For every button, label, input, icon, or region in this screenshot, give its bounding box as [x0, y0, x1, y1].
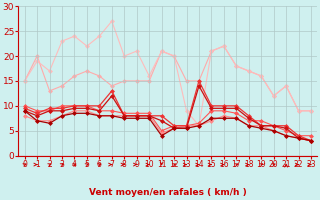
- X-axis label: Vent moyen/en rafales ( km/h ): Vent moyen/en rafales ( km/h ): [89, 188, 247, 197]
